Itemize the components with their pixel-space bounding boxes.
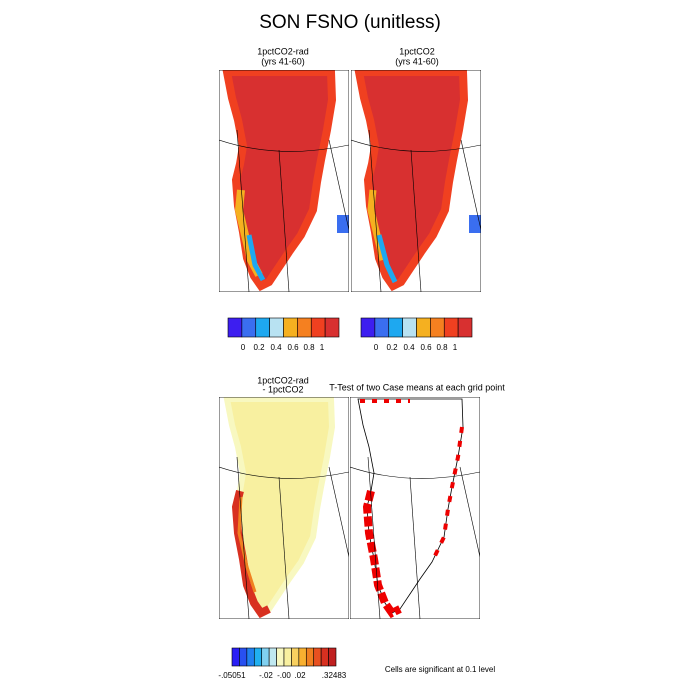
colorbar-swatch — [241, 317, 257, 338]
colorbar-swatch — [255, 317, 270, 338]
panel-subtitle: (yrs 41-60) — [261, 56, 305, 66]
colorbar-swatch — [283, 647, 292, 667]
panel-title: 1pctCO2-rad — [257, 46, 309, 56]
map-panel — [351, 70, 481, 292]
colorbar-swatch — [360, 317, 376, 338]
colorbar-swatch — [320, 647, 329, 667]
colorbar-swatch — [313, 647, 322, 667]
colorbar-swatch — [261, 647, 270, 667]
note: Cells are significant at 0.1 level — [385, 665, 496, 674]
colorbar-swatch — [443, 317, 459, 338]
colorbar-swatch — [298, 647, 307, 667]
colorbar-label: 0 — [241, 343, 246, 352]
colorbar-swatch — [388, 317, 403, 338]
colorbar-swatch — [246, 647, 255, 667]
panel-title: 1pctCO2-rad — [257, 375, 309, 385]
colorbar-swatch — [374, 317, 390, 338]
colorbar-swatch — [457, 317, 473, 338]
colorbar-swatch — [268, 647, 277, 667]
colorbar-swatch — [328, 647, 337, 667]
colorbar-swatch — [227, 317, 243, 338]
colorbar-swatch — [324, 317, 340, 338]
colorbar-label: 0 — [374, 343, 379, 352]
colorbar-swatch — [305, 647, 315, 667]
panel-subtitle: (yrs 41-60) — [395, 56, 439, 66]
colorbar-label: 0.8 — [436, 343, 448, 352]
colorbar-label: 1 — [320, 343, 325, 352]
colorbar-label: 0.8 — [303, 343, 315, 352]
colorbar-label: 0.6 — [420, 343, 432, 352]
colorbar-label: 0.4 — [270, 343, 282, 352]
colorbar-swatch — [283, 317, 298, 338]
colorbar-swatch — [269, 317, 284, 338]
panel-title: 1pctCO2 — [399, 46, 435, 56]
map-panel — [219, 397, 349, 619]
colorbar-label: 0.2 — [386, 343, 398, 352]
colorbar-swatch — [430, 317, 445, 338]
colorbar-swatch — [416, 317, 431, 338]
colorbar-label: 0.6 — [287, 343, 299, 352]
map-panel — [350, 397, 480, 619]
colorbar-swatch — [253, 647, 263, 667]
colorbar-label: 0.2 — [253, 343, 265, 352]
colorbar-label: .02 — [294, 671, 306, 680]
colorbar-swatch — [231, 647, 240, 667]
colorbar-label: -.00 — [277, 671, 291, 680]
colorbar-swatch — [276, 647, 285, 667]
colorbar-label: 0.4 — [403, 343, 415, 352]
colorbar-swatch — [297, 317, 312, 338]
colorbar-label: -.02 — [259, 671, 273, 680]
colorbar-label: .32483 — [322, 671, 347, 680]
figure-title: SON FSNO (unitless) — [259, 12, 441, 33]
colorbar-label: 1 — [453, 343, 458, 352]
panel-title: T-Test of two Case means at each grid po… — [329, 382, 505, 392]
colorbar-swatch — [402, 317, 417, 338]
colorbar-label: -.05051 — [218, 671, 246, 680]
colorbar-swatch — [239, 647, 248, 667]
colorbar-swatch — [310, 317, 326, 338]
panel-subtitle: - 1pctCO2 — [262, 384, 303, 394]
map-panel — [219, 70, 349, 292]
colorbar-swatch — [291, 647, 300, 667]
